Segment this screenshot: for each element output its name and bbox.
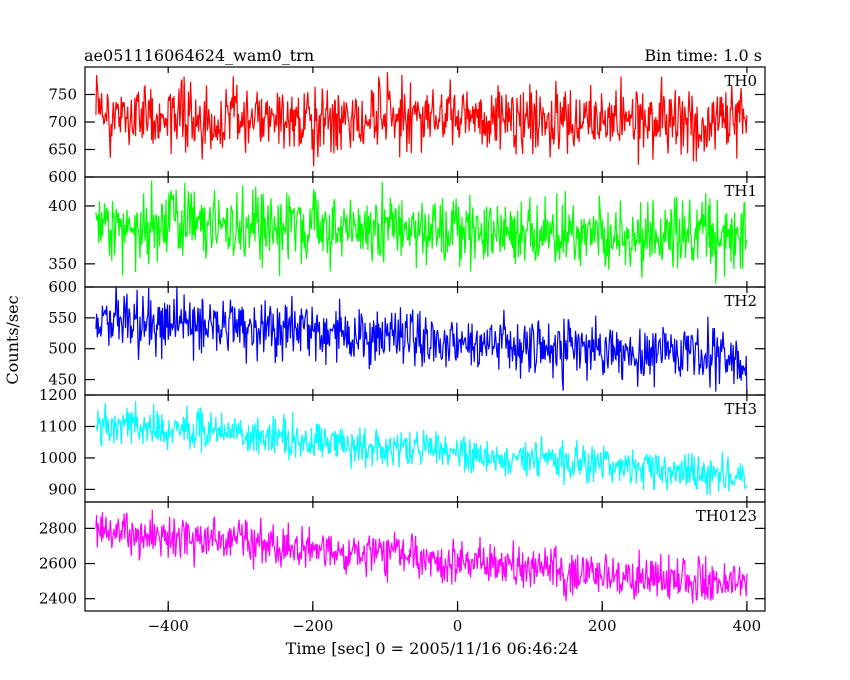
panel-th1: 350 400 TH1	[48, 176, 766, 288]
bin-time-label: Bin time: 1.0 s	[644, 46, 762, 65]
y-tick-label: 600	[48, 168, 77, 186]
x-axis-title: Time [sec] 0 = 2005/11/16 06:46:24	[286, 639, 579, 658]
panel-label: TH2	[724, 292, 757, 310]
panel-label: TH1	[724, 182, 757, 200]
y-tick-label: 1200	[39, 386, 77, 404]
panel-label: TH0	[724, 72, 757, 90]
series-line-th0	[95, 72, 748, 167]
x-axis: −400 −200 0 200 400	[148, 601, 762, 635]
panel-label: TH0123	[696, 507, 757, 525]
panel-label: TH3	[724, 400, 757, 418]
panel-th0123: 2400 2600 2800 TH0123	[39, 501, 766, 612]
chart-title: ae051116064624_wam0_trn	[84, 46, 314, 65]
panel-th2: 450 500 550 600 TH2	[48, 278, 766, 396]
y-tick-label: 700	[48, 113, 77, 131]
x-tick-label: 0	[453, 617, 463, 635]
y-tick-label: 900	[48, 480, 77, 498]
y-tick-label: 1000	[39, 449, 77, 467]
y-tick-label: 750	[48, 86, 77, 104]
y-tick-label: 650	[48, 141, 77, 159]
y-tick-label: 2800	[39, 519, 77, 537]
series-line-th0123	[95, 509, 748, 604]
series-line-th1	[95, 180, 748, 284]
series-line-th3	[95, 401, 748, 496]
y-tick-label: 1100	[39, 417, 77, 435]
y-tick-label: 400	[48, 197, 77, 215]
y-tick-label: 2400	[39, 590, 77, 608]
x-tick-label: −400	[148, 617, 189, 635]
y-tick-label: 600	[48, 278, 77, 296]
y-tick-label: 2600	[39, 555, 77, 573]
y-tick-label: 550	[48, 309, 77, 327]
x-tick-label: −200	[292, 617, 333, 635]
y-axis-title: Counts/sec	[3, 295, 22, 384]
y-tick-label: 500	[48, 340, 77, 358]
panels-group: 600 650 700 750 TH0 350 400 TH1 450 500 550 600 TH2 9…	[39, 66, 766, 612]
x-tick-label: 400	[733, 617, 762, 635]
panel-frame	[84, 501, 766, 612]
panel-th0: 600 650 700 750 TH0	[48, 66, 766, 186]
x-tick-label: 200	[588, 617, 617, 635]
series-line-th2	[95, 287, 748, 395]
y-tick-label: 450	[48, 371, 77, 389]
panel-th3: 900 1000 1100 1200 TH3	[39, 386, 766, 503]
y-tick-label: 350	[48, 255, 77, 273]
